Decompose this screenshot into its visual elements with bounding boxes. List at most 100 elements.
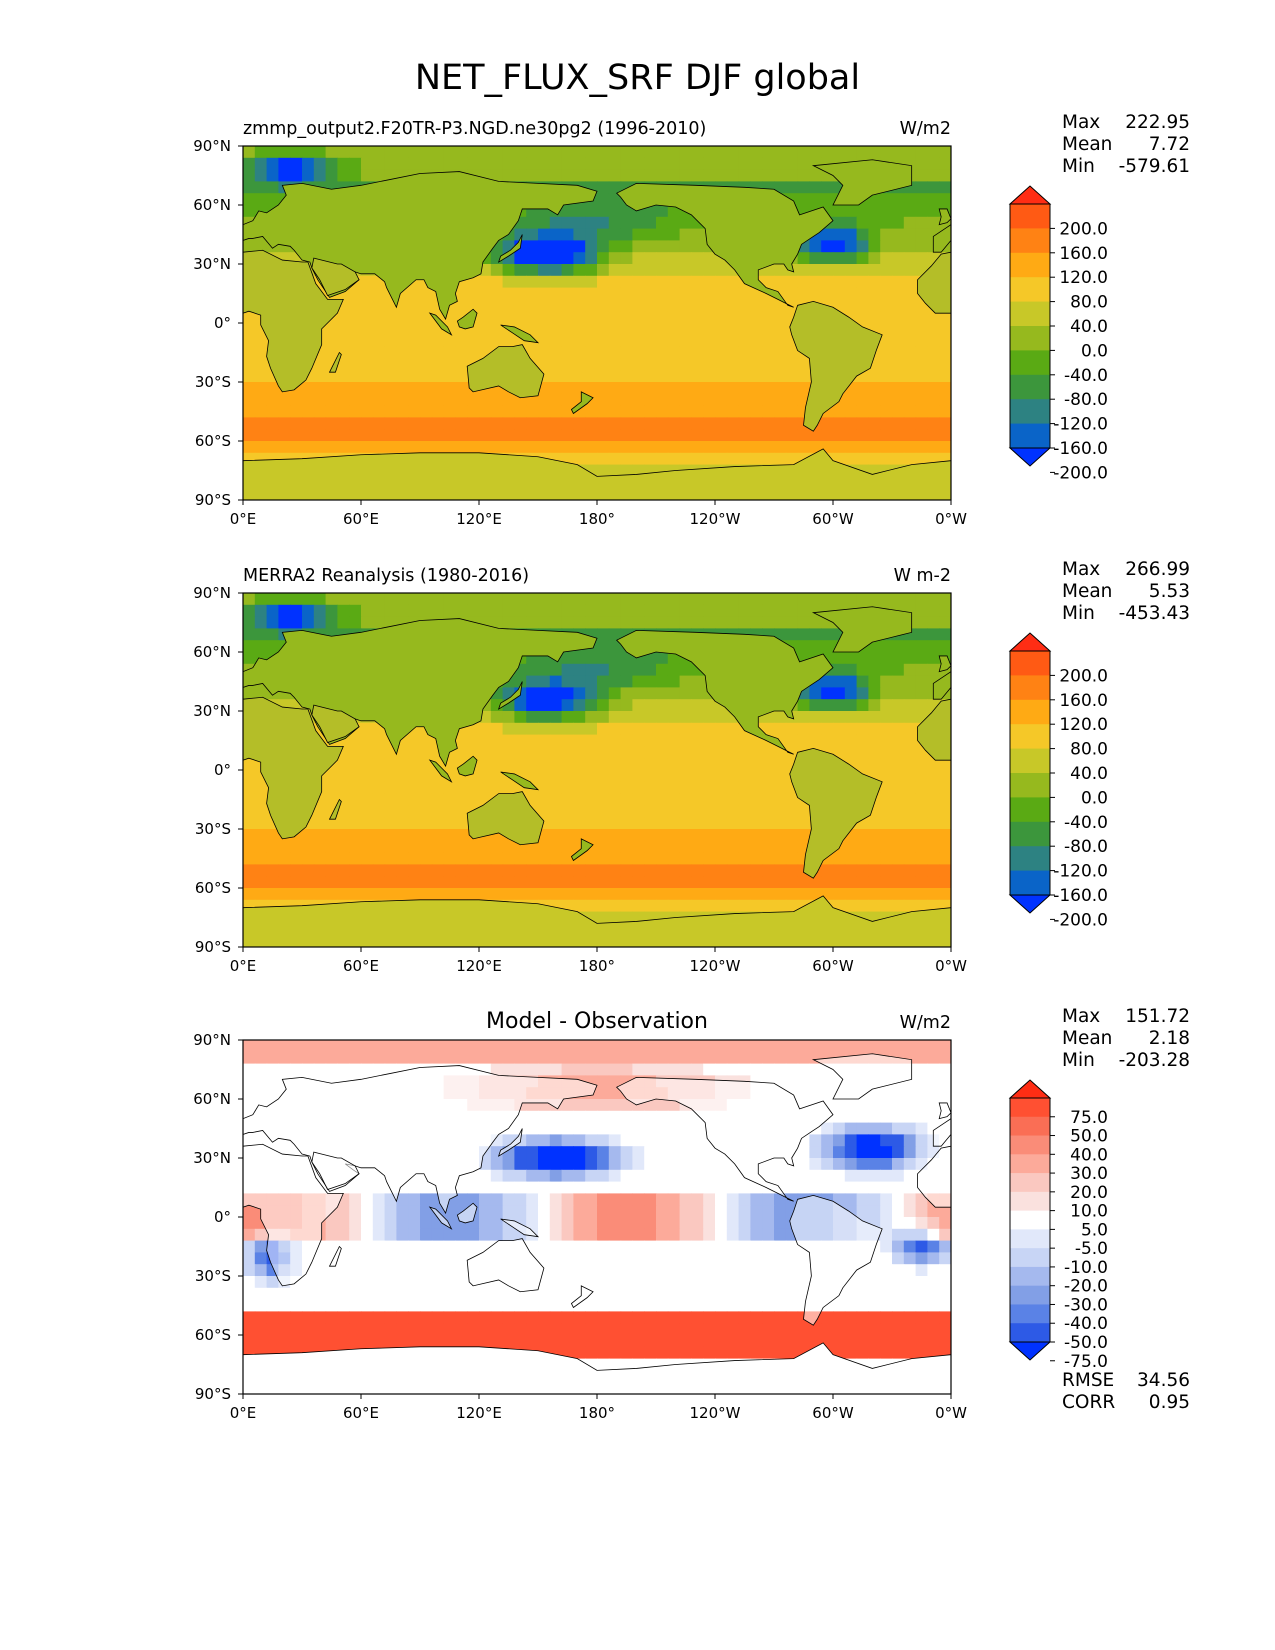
landmass-africa_west	[917, 698, 951, 761]
colorbar-segment	[1010, 1135, 1050, 1155]
lon-tick-label: 60°W	[812, 1404, 854, 1422]
stat-value: -453.43	[1118, 603, 1190, 624]
lat-tick-label: 30°S	[195, 1267, 231, 1285]
colorbar-diff: 75.050.040.030.020.010.05.0-5.0-10.0-20.…	[1008, 1079, 1108, 1372]
panel-left-title: MERRA2 Reanalysis (1980-2016)	[243, 566, 529, 586]
stat-row: CORR 0.95	[1062, 1392, 1190, 1414]
stat-row: RMSE 34.56	[1062, 1370, 1190, 1392]
landmass-north_america	[615, 1076, 834, 1202]
lat-tick-label: 0°	[214, 314, 231, 332]
stat-value: 151.72	[1125, 1006, 1190, 1027]
coastlines	[243, 159, 951, 500]
colorbar-segment	[1010, 326, 1050, 351]
stat-value: 2.18	[1148, 1028, 1190, 1049]
colorbar-tick-label: -200.0	[1053, 910, 1108, 930]
landmass-africa	[243, 249, 344, 393]
lon-tick-label: 60°E	[343, 957, 379, 975]
landmass-sumatra	[428, 312, 453, 336]
colorbar-tick-label: 40.0	[1070, 764, 1108, 784]
landmass-newguinea	[500, 771, 540, 791]
lon-tick-label: 120°W	[690, 957, 741, 975]
colorbar-segment	[1010, 1248, 1050, 1268]
stat-row: Min -453.43	[1062, 603, 1190, 625]
lat-tick-label: 60°S	[195, 879, 231, 897]
stat-label: Mean	[1062, 134, 1113, 155]
colorbar-tick-label: 120.0	[1059, 268, 1108, 288]
lat-tick-label: 0°	[214, 1208, 231, 1226]
colorbar-reference: 200.0 160.0 120.0 80.0 40.0 0.0 -40.0 -80.0 -120…	[1008, 632, 1108, 930]
colorbar-segment	[1010, 675, 1050, 701]
colorbar-test: 200.0 160.0 120.0 80.0 40.0 0.0 -40.0 -80.0 -120…	[1008, 185, 1108, 483]
colorbar-segment	[1010, 1116, 1050, 1137]
colorbar-segment	[1010, 399, 1050, 425]
lat-tick-label: 30°S	[195, 373, 231, 391]
landmass-sumatra	[428, 759, 453, 783]
lat-tick-label: 90°S	[195, 938, 231, 956]
colorbar-tick-label: -160.0	[1053, 886, 1108, 906]
landmass-borneo	[456, 755, 478, 777]
lat-tick-label: 30°N	[193, 255, 231, 273]
colorbar-tick-label: 10.0	[1070, 1202, 1108, 1222]
landmass-greenland	[811, 606, 913, 653]
colorbar-tick-label: 40.0	[1070, 317, 1108, 337]
landmass-north_america	[615, 182, 834, 308]
colorbar-segment	[1010, 748, 1050, 774]
colorbar-tick-label: 200.0	[1059, 219, 1108, 239]
landmass-uk	[938, 208, 951, 226]
colorbar-segment	[1010, 228, 1050, 254]
stat-label: Min	[1062, 603, 1095, 624]
lon-tick-label: 0°W	[935, 510, 967, 528]
lon-tick-label: 60°E	[343, 1404, 379, 1422]
colorbar-tick-label: -160.0	[1053, 439, 1108, 459]
colorbar-tick-label: -50.0	[1064, 1333, 1108, 1353]
colorbar-tick-label: -40.0	[1064, 366, 1108, 386]
colorbar-tick-label: 200.0	[1059, 666, 1108, 686]
colorbar-segment	[1010, 1304, 1050, 1324]
landmass-north_america	[615, 629, 834, 755]
colorbar-tick-label: -40.0	[1064, 813, 1108, 833]
lon-tick-label: 180°	[579, 1404, 615, 1422]
colorbar-tick-label: 5.0	[1081, 1220, 1108, 1240]
stat-label: Mean	[1062, 581, 1113, 602]
lon-tick-label: 0°E	[230, 957, 257, 975]
stat-label: RMSE	[1062, 1370, 1115, 1391]
colorbar-tick-label: 80.0	[1070, 293, 1108, 313]
landmass-borneo	[456, 1202, 478, 1224]
landmass-greenland	[811, 159, 913, 206]
colorbar-segment	[1010, 724, 1050, 750]
landmass-europe_west	[932, 1118, 951, 1147]
colorbar-tick-label: -10.0	[1064, 1258, 1108, 1278]
stat-value: 0.95	[1148, 1392, 1190, 1413]
colorbar-tick-label: 120.0	[1059, 715, 1108, 735]
colorbar-tick-label: 40.0	[1070, 1145, 1108, 1165]
panel-units: W m-2	[894, 566, 951, 586]
colorbar-tick-label: -80.0	[1064, 390, 1108, 410]
lon-tick-label: 180°	[579, 510, 615, 528]
lon-tick-label: 60°W	[812, 510, 854, 528]
colorbar-segment	[1010, 699, 1050, 725]
colorbar-segment	[1010, 1173, 1050, 1193]
colorbar-tick-label: -75.0	[1064, 1352, 1108, 1372]
colorbar-tick-label: 0.0	[1081, 788, 1108, 808]
colorbar-segment	[1010, 301, 1050, 327]
lon-tick-label: 0°E	[230, 1404, 257, 1422]
stat-label: Max	[1062, 1006, 1101, 1027]
stat-row: Mean 5.53	[1062, 581, 1190, 603]
lat-tick-label: 90°N	[193, 137, 231, 155]
lon-tick-label: 120°W	[690, 510, 741, 528]
landmass-madagascar	[328, 351, 342, 373]
colorbar-segment	[1010, 1285, 1050, 1305]
landmass-uk	[938, 655, 951, 673]
stat-label: Max	[1062, 559, 1101, 580]
lat-tick-label: 30°S	[195, 820, 231, 838]
landmass-newguinea	[500, 324, 540, 344]
landmass-japan	[497, 234, 523, 263]
landmass-south_america	[789, 747, 883, 879]
landmass-africa_west	[917, 1145, 951, 1208]
landmass-greenland	[811, 1053, 913, 1100]
landmass-antarctica	[243, 448, 951, 500]
colorbar-tick-label: -30.0	[1064, 1295, 1108, 1315]
stat-value: -203.28	[1118, 1050, 1190, 1071]
colorbar-segment	[1010, 1191, 1050, 1212]
